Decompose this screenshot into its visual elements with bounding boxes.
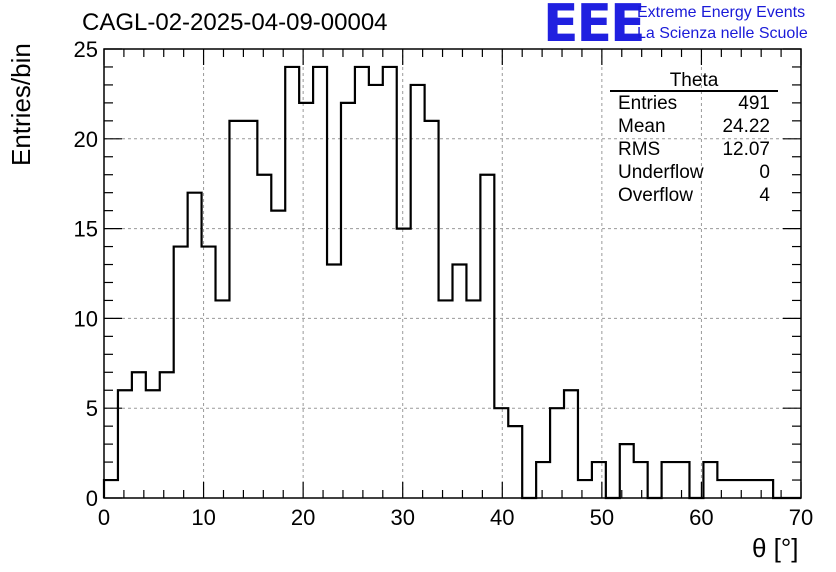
stat-value: 24.22 xyxy=(722,116,770,137)
x-tick-label: 30 xyxy=(390,505,414,530)
stat-key: Entries xyxy=(618,93,678,114)
histogram-bin xyxy=(717,480,731,498)
histogram-bin xyxy=(425,121,439,498)
histogram-bin xyxy=(229,121,243,498)
histogram-bin xyxy=(188,193,202,498)
histogram-bin xyxy=(160,372,174,498)
histogram-bin xyxy=(466,300,480,498)
histogram-bin xyxy=(285,67,299,498)
x-tick-label: 0 xyxy=(98,505,110,530)
x-axis-label: θ [°] xyxy=(752,533,799,563)
stats-box: Theta Entries 491 Mean 24.22 RMS 12.07 U… xyxy=(610,71,778,207)
histogram-bin xyxy=(327,265,341,498)
histogram-bin xyxy=(341,103,355,498)
histogram-bin xyxy=(745,480,759,498)
y-tick-label: 20 xyxy=(74,127,98,152)
histogram-bin xyxy=(369,85,383,498)
histogram-bin xyxy=(174,247,188,498)
x-tick-label: 60 xyxy=(689,505,713,530)
histogram-bin xyxy=(731,480,745,498)
grid-lines xyxy=(104,49,801,498)
x-tick-label: 40 xyxy=(490,505,514,530)
histogram-bin xyxy=(494,408,508,498)
histogram-bin xyxy=(508,426,522,498)
stat-key: Overflow xyxy=(618,185,693,206)
y-tick-label: 15 xyxy=(74,217,98,242)
histogram-bin xyxy=(216,300,230,498)
stat-key: Mean xyxy=(618,116,666,137)
histogram-bin xyxy=(257,175,271,498)
y-axis-label: Entries/bin xyxy=(6,43,36,166)
histogram-bin xyxy=(634,462,648,498)
stat-value: 12.07 xyxy=(722,139,770,160)
stat-key: Underflow xyxy=(618,162,704,183)
eee-logo: EEE xyxy=(543,0,646,54)
logo-subtitle-1: Extreme Energy Events xyxy=(637,4,806,21)
stat-row-mean: Mean 24.22 xyxy=(610,115,778,138)
histogram-bin xyxy=(146,390,160,498)
histogram-bin xyxy=(480,175,494,498)
histogram-bin xyxy=(578,480,592,498)
histogram-bin xyxy=(132,372,146,498)
histogram-bin xyxy=(397,229,411,498)
histogram-bin xyxy=(243,121,257,498)
histogram-bin xyxy=(703,462,717,498)
histogram-bin xyxy=(118,390,132,498)
histogram-bin xyxy=(453,265,467,498)
plot-frame xyxy=(103,48,802,499)
histogram-bin xyxy=(439,300,453,498)
histogram-bin xyxy=(536,462,550,498)
histogram-bin xyxy=(299,103,313,498)
y-tick-label: 25 xyxy=(74,37,98,62)
histogram-bin xyxy=(271,211,285,498)
stat-row-entries: Entries 491 xyxy=(610,92,778,115)
x-tick-label: 20 xyxy=(291,505,315,530)
stat-value: 0 xyxy=(759,162,770,183)
y-tick-label: 0 xyxy=(86,486,98,511)
logo-subtitle-2: La Scienza nelle Scuole xyxy=(637,25,808,42)
x-tick-label: 50 xyxy=(590,505,614,530)
histogram-bin xyxy=(676,462,690,498)
y-tick-label: 5 xyxy=(86,396,98,421)
x-tick-label: 70 xyxy=(789,505,813,530)
histogram-bin xyxy=(662,462,676,498)
axis-ticks xyxy=(103,48,802,499)
histogram-bin xyxy=(592,462,606,498)
stat-value: 491 xyxy=(738,93,770,114)
histogram-bin xyxy=(383,67,397,498)
stat-row-underflow: Underflow 0 xyxy=(610,161,778,184)
x-tick-label: 10 xyxy=(191,505,215,530)
histogram-bin xyxy=(104,480,118,498)
y-tick-label: 10 xyxy=(74,306,98,331)
histogram-bin xyxy=(564,390,578,498)
histogram-bin xyxy=(550,408,564,498)
histogram-bin xyxy=(355,67,369,498)
stat-row-rms: RMS 12.07 xyxy=(610,138,778,161)
histogram-bin xyxy=(313,67,327,498)
stat-key: RMS xyxy=(618,139,661,160)
plot-title: CAGL-02-2025-04-09-00004 xyxy=(82,9,388,36)
stat-value: 4 xyxy=(759,185,770,206)
stats-title: Theta xyxy=(610,71,778,92)
histogram-bin xyxy=(620,444,634,498)
histogram-bin xyxy=(411,85,425,498)
stat-row-overflow: Overflow 4 xyxy=(610,184,778,207)
